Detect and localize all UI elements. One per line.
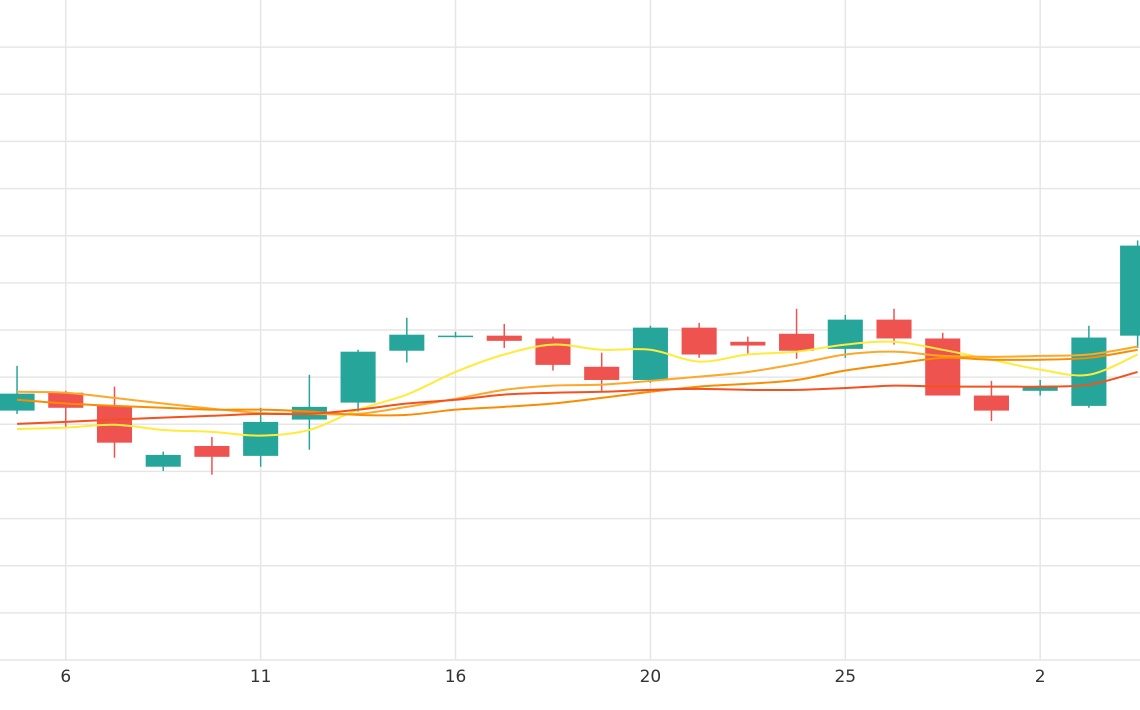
x-tick-label: 6 <box>60 667 71 687</box>
moving-average-line <box>17 370 1138 425</box>
candle-body <box>340 351 376 403</box>
candle-body <box>389 334 425 351</box>
x-tick-label: 11 <box>250 667 272 687</box>
candle-body <box>779 333 815 351</box>
x-tick-label: 16 <box>445 667 467 687</box>
x-tick-label: 2 <box>1035 667 1046 687</box>
moving-average-line <box>16 348 1138 417</box>
candle-body <box>0 393 35 411</box>
candle-body <box>194 445 230 457</box>
candle-body <box>584 366 620 380</box>
candle-body <box>486 335 522 341</box>
moving-average-line <box>17 340 1139 437</box>
candle-body <box>1120 245 1140 336</box>
x-tick-label: 25 <box>834 667 856 687</box>
x-tick-label: 20 <box>640 667 662 687</box>
candle-body <box>243 421 279 456</box>
candle-body <box>730 341 766 346</box>
candle-body <box>876 319 912 339</box>
candle-body <box>681 327 717 355</box>
candle-body <box>1022 386 1058 391</box>
candle-body <box>632 327 668 380</box>
candle-body <box>535 338 571 365</box>
candle-body <box>437 335 474 338</box>
candle-body <box>973 395 1009 411</box>
candle-body <box>48 392 84 408</box>
candle-body <box>145 454 181 467</box>
moving-average-line <box>17 345 1138 416</box>
